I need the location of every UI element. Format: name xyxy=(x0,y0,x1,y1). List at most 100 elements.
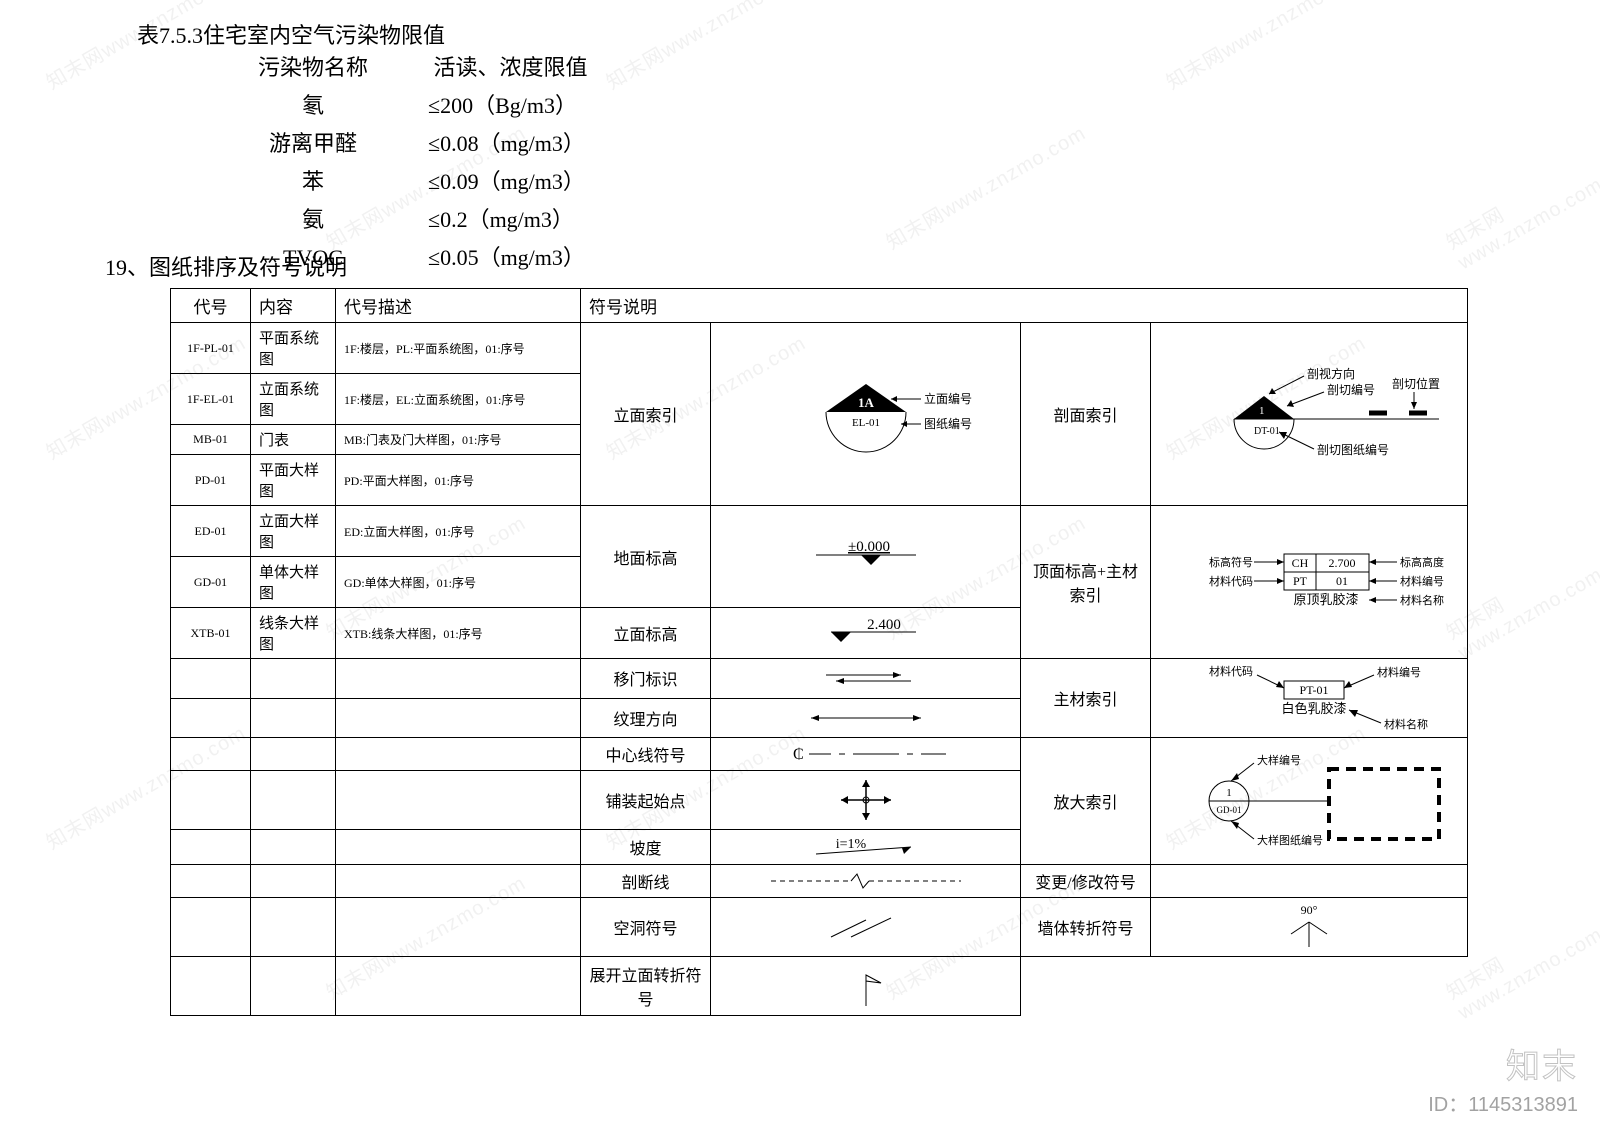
pollutant-title: 表7.5.3住宅室内空气污染物限值 xyxy=(137,18,445,50)
desc-cell xyxy=(336,898,581,957)
pollutant-name: 氡 xyxy=(198,88,428,120)
symlabel: 纹理方向 xyxy=(581,698,711,738)
svg-text:1: 1 xyxy=(1226,787,1232,799)
svg-text:白色乳胶漆: 白色乳胶漆 xyxy=(1281,701,1346,716)
code-cell xyxy=(171,957,251,1016)
symlabel: 空洞符号 xyxy=(581,898,711,957)
svg-text:EL-01: EL-01 xyxy=(851,417,879,429)
pollutant-limit: ≤0.08（mg/m3） xyxy=(428,126,728,158)
desc-cell xyxy=(336,771,581,830)
svg-text:2.700: 2.700 xyxy=(1329,556,1356,570)
rtlabel: 剖面索引 xyxy=(1021,323,1151,506)
desc-cell xyxy=(336,957,581,1016)
pollutant-name: 苯 xyxy=(198,164,428,196)
svg-text:图纸编号: 图纸编号 xyxy=(924,416,972,431)
content-cell xyxy=(251,830,336,865)
svg-text:i=1%: i=1% xyxy=(835,837,866,852)
rtlabel: 放大索引 xyxy=(1021,738,1151,865)
symgraphic xyxy=(711,698,1021,738)
content-cell: 线条大样图 xyxy=(251,608,336,659)
desc-cell xyxy=(336,698,581,738)
svg-text:±0.000: ±0.000 xyxy=(848,539,890,555)
content-cell: 单体大样图 xyxy=(251,557,336,608)
content-cell: 平面系统图 xyxy=(251,323,336,374)
th-symbol: 符号说明 xyxy=(581,289,1468,323)
pollutant-name: 游离甲醛 xyxy=(198,126,428,158)
svg-text:₵: ₵ xyxy=(793,746,804,763)
code-cell xyxy=(171,698,251,738)
svg-text:材料代码: 材料代码 xyxy=(1209,574,1253,588)
svg-text:标高符号: 标高符号 xyxy=(1209,555,1253,569)
rtgraphic: 1DT-01剖视方向剖切编号剖切位置剖切图纸编号 xyxy=(1151,323,1468,506)
svg-text:1A: 1A xyxy=(858,395,875,410)
svg-text:DT-01: DT-01 xyxy=(1254,426,1280,437)
section19-title: 19、图纸排序及符号说明 xyxy=(105,250,347,282)
code-cell xyxy=(171,659,251,699)
desc-cell xyxy=(336,830,581,865)
pollutant-limit: ≤0.09（mg/m3） xyxy=(428,164,728,196)
rtgraphic: 1GD-01大样编号大样图纸编号 xyxy=(1151,738,1468,865)
svg-text:1: 1 xyxy=(1259,405,1265,417)
content-cell xyxy=(251,957,336,1016)
svg-text:剖切位置: 剖切位置 xyxy=(1392,376,1440,391)
symlabel: 铺装起始点 xyxy=(581,771,711,830)
rtlabel: 展开立面转折符号 xyxy=(581,957,711,1016)
pollutant-name: 氨 xyxy=(198,202,428,234)
symgraphic xyxy=(711,659,1021,699)
svg-text:立面编号: 立面编号 xyxy=(924,391,972,406)
rtlabel: 顶面标高+主材索引 xyxy=(1021,506,1151,659)
svg-text:材料编号: 材料编号 xyxy=(1377,665,1421,679)
content-cell: 立面系统图 xyxy=(251,374,336,425)
content-cell xyxy=(251,698,336,738)
th-code: 代号 xyxy=(171,289,251,323)
rtgraphic: 90° xyxy=(1151,898,1468,957)
svg-text:PT: PT xyxy=(1293,574,1308,588)
desc-cell xyxy=(336,659,581,699)
svg-text:材料名称: 材料名称 xyxy=(1384,717,1428,731)
code-cell xyxy=(171,865,251,898)
code-cell: XTB-01 xyxy=(171,608,251,659)
svg-text:2.400: 2.400 xyxy=(867,618,901,633)
desc-cell: GD:单体大样图，01:序号 xyxy=(336,557,581,608)
rtlabel: 变更/修改符号 xyxy=(1021,865,1151,898)
svg-text:标高高度: 标高高度 xyxy=(1400,555,1444,569)
svg-text:01: 01 xyxy=(1336,574,1348,588)
rtlabel: 主材索引 xyxy=(1021,659,1151,738)
svg-text:PT-01: PT-01 xyxy=(1300,683,1329,697)
code-cell xyxy=(171,771,251,830)
symlabel: 中心线符号 xyxy=(581,738,711,771)
pollutant-h1: 污染物名称 xyxy=(198,50,428,82)
desc-cell xyxy=(336,738,581,771)
svg-text:90°: 90° xyxy=(1301,903,1318,917)
footer-id: ID：1145313891 xyxy=(1428,1088,1578,1117)
svg-text:大样图纸编号: 大样图纸编号 xyxy=(1257,833,1323,847)
svg-text:剖切图纸编号: 剖切图纸编号 xyxy=(1317,442,1389,457)
desc-cell: XTB:线条大样图，01:序号 xyxy=(336,608,581,659)
code-cell: 1F-PL-01 xyxy=(171,323,251,374)
svg-text:剖视方向: 剖视方向 xyxy=(1307,366,1355,381)
rtlabel: 墙体转折符号 xyxy=(1021,898,1151,957)
svg-text:原顶乳胶漆: 原顶乳胶漆 xyxy=(1293,592,1358,607)
symlabel: 剖断线 xyxy=(581,865,711,898)
symgraphic xyxy=(711,771,1021,830)
drawing-symbol-table: 代号内容代号描述符号说明 1F-PL-01平面系统图1F:楼层，PL:平面系统图，… xyxy=(170,288,1468,1016)
symgraphic xyxy=(711,865,1021,898)
th-content: 内容 xyxy=(251,289,336,323)
code-cell: 1F-EL-01 xyxy=(171,374,251,425)
th-desc: 代号描述 xyxy=(336,289,581,323)
code-cell xyxy=(171,830,251,865)
pollutant-table: 污染物名称 活读、浓度限值 氡≤200（Bg/m3）游离甲醛≤0.08（mg/m… xyxy=(198,50,734,272)
code-cell xyxy=(171,898,251,957)
symlabel: 立面索引 xyxy=(581,323,711,506)
symgraphic: ±0.000 xyxy=(711,506,1021,608)
content-cell: 平面大样图 xyxy=(251,455,336,506)
symgraphic: i=1% xyxy=(711,830,1021,865)
code-cell: MB-01 xyxy=(171,425,251,455)
rtgraphic: CH2.700PT01原顶乳胶漆标高符号标高高度材料代码材料编号材料名称 xyxy=(1151,506,1468,659)
desc-cell: 1F:楼层，PL:平面系统图，01:序号 xyxy=(336,323,581,374)
symgraphic: 2.400 xyxy=(711,608,1021,659)
desc-cell xyxy=(336,865,581,898)
svg-text:GD-01: GD-01 xyxy=(1217,805,1242,815)
svg-text:CH: CH xyxy=(1292,556,1309,570)
svg-text:材料名称: 材料名称 xyxy=(1400,593,1444,607)
